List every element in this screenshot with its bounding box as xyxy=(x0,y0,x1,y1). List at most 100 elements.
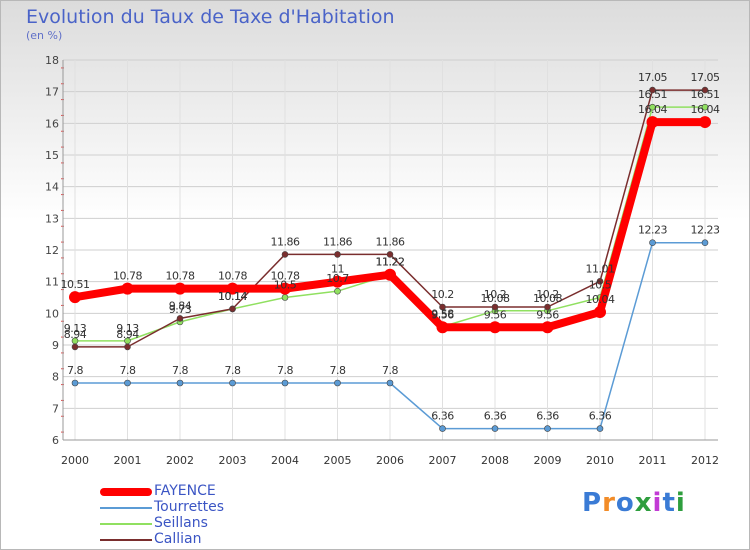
legend-item-tourrettes: Tourrettes xyxy=(100,499,260,516)
logo-letter: t xyxy=(662,488,676,518)
y-tick-label: 12 xyxy=(45,244,59,257)
data-label: 10.2 xyxy=(484,288,507,301)
data-label: 7.8 xyxy=(172,364,188,377)
data-point xyxy=(596,278,604,285)
y-tick-label: 10 xyxy=(45,307,59,320)
data-point xyxy=(124,379,131,387)
data-label: 9.56 xyxy=(431,308,454,321)
data-label: 11.01 xyxy=(586,262,615,275)
y-tick-label: 11 xyxy=(45,276,59,289)
data-label: 9.13 xyxy=(64,322,87,335)
y-tick-label: 16 xyxy=(45,117,59,130)
data-label: 6.36 xyxy=(484,410,507,423)
data-label: 10.04 xyxy=(586,293,615,306)
data-point xyxy=(229,305,236,313)
legend-item-seillans: Seillans xyxy=(100,515,260,532)
data-label: 11.22 xyxy=(376,256,405,269)
data-label: 17.05 xyxy=(691,71,720,84)
data-point xyxy=(334,379,341,387)
data-label: 7.8 xyxy=(225,364,241,377)
data-point xyxy=(69,291,81,304)
data-point xyxy=(646,116,659,129)
data-point xyxy=(229,379,236,387)
data-label: 10.2 xyxy=(536,288,559,301)
data-label: 17.05 xyxy=(638,71,667,84)
y-tick-label: 15 xyxy=(45,149,59,162)
data-label: 11.86 xyxy=(271,235,300,248)
data-label: 12.23 xyxy=(638,224,667,237)
data-label: 10.78 xyxy=(113,270,142,283)
x-tick-label: 2009 xyxy=(534,454,562,467)
data-point xyxy=(701,103,709,111)
x-tick-label: 2001 xyxy=(114,454,142,467)
data-label: 7.8 xyxy=(330,364,346,377)
data-label: 6.36 xyxy=(589,410,612,423)
y-tick-label: 8 xyxy=(52,371,59,384)
data-point xyxy=(176,315,184,322)
y-tick-label: 7 xyxy=(52,402,59,415)
chart-title: Evolution du Taux de Taxe d'Habitation xyxy=(26,6,395,28)
data-point xyxy=(436,321,449,334)
data-point xyxy=(439,303,446,311)
x-tick-label: 2010 xyxy=(586,454,614,467)
legend-label: Tourrettes xyxy=(154,499,225,515)
data-point xyxy=(331,275,344,288)
data-point xyxy=(649,239,656,247)
data-point xyxy=(386,379,394,387)
legend-label: FAYENCE xyxy=(154,483,216,499)
data-point xyxy=(701,86,709,94)
data-label: 10.78 xyxy=(218,270,247,283)
legend-swatch xyxy=(100,507,152,509)
data-label: 7.8 xyxy=(277,364,293,377)
data-point xyxy=(281,379,289,387)
data-point xyxy=(649,103,656,111)
data-label: 7.8 xyxy=(120,364,136,377)
y-tick-label: 6 xyxy=(52,434,59,447)
legend-swatch xyxy=(100,488,152,496)
data-point xyxy=(174,282,186,295)
data-label: 10.78 xyxy=(166,270,195,283)
proxiti-logo: Proxiti xyxy=(582,488,686,518)
data-label: 9.13 xyxy=(116,322,139,335)
data-label: 10.14 xyxy=(218,290,247,303)
data-label: 10.5 xyxy=(589,279,612,292)
data-label: 9.56 xyxy=(484,308,507,321)
x-tick-label: 2005 xyxy=(324,454,352,467)
logo-letter: r xyxy=(602,488,616,518)
data-point xyxy=(701,239,709,247)
data-point xyxy=(71,379,79,387)
data-point xyxy=(71,343,79,351)
y-tick-label: 13 xyxy=(45,212,59,225)
data-point xyxy=(226,282,239,295)
data-point xyxy=(384,268,396,281)
data-point xyxy=(649,86,656,94)
data-point xyxy=(124,343,131,351)
logo-letter: i xyxy=(675,488,686,518)
data-label: 10.5 xyxy=(274,279,297,292)
data-point xyxy=(334,287,341,295)
data-label: 8.94 xyxy=(116,328,139,341)
legend-swatch xyxy=(100,523,152,525)
data-label: 8.94 xyxy=(64,328,87,341)
x-tick-label: 2000 xyxy=(61,454,89,467)
data-label: 10.78 xyxy=(271,270,300,283)
data-label: 16.04 xyxy=(638,103,667,116)
logo-letter: o xyxy=(615,488,635,518)
logo-letter: x xyxy=(634,488,653,518)
data-label: 10.2 xyxy=(431,288,454,301)
legend-label: Seillans xyxy=(154,515,208,531)
data-label: 11.86 xyxy=(376,235,405,248)
data-point xyxy=(541,321,554,334)
data-label: 11 xyxy=(331,263,344,276)
data-point xyxy=(386,251,394,258)
x-tick-label: 2004 xyxy=(271,454,299,467)
y-tick-label: 17 xyxy=(45,86,59,99)
data-label: 12.23 xyxy=(691,224,720,237)
y-tick-label: 14 xyxy=(45,181,59,194)
data-label: 16.51 xyxy=(638,88,667,101)
logo-letter: P xyxy=(582,488,603,518)
x-tick-label: 2008 xyxy=(481,454,509,467)
y-tick-label: 18 xyxy=(45,54,59,67)
x-tick-label: 2011 xyxy=(639,454,667,467)
y-tick-label: 9 xyxy=(52,339,59,352)
